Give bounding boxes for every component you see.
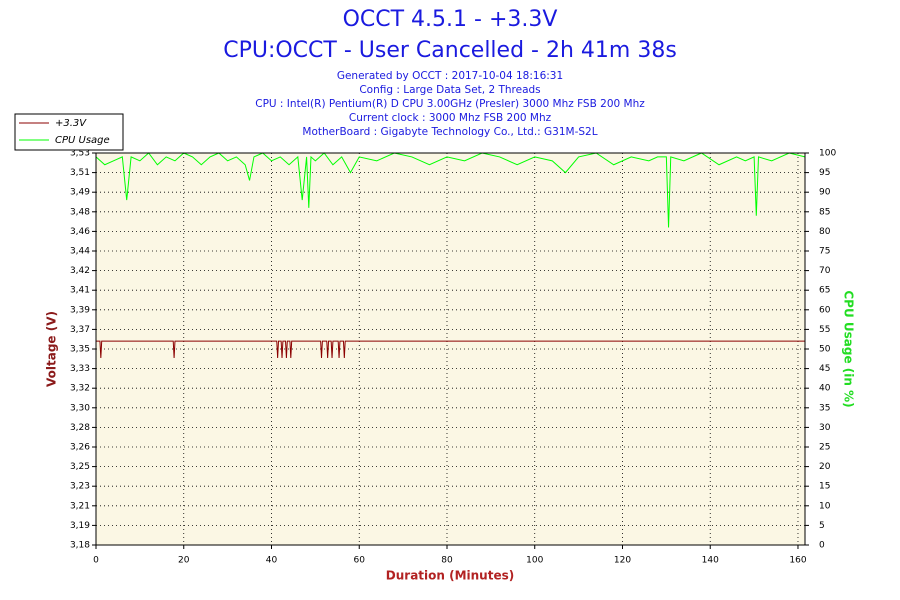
- y2-tick-label: 45: [819, 364, 830, 374]
- y-tick-label: 3,37: [70, 325, 90, 335]
- y2-tick-label: 15: [819, 482, 830, 492]
- x-tick-label: 20: [178, 556, 190, 566]
- y2-tick-label: 100: [819, 149, 836, 159]
- info-line: Config : Large Data Set, 2 Threads: [359, 84, 540, 96]
- x-tick-label: 60: [354, 556, 366, 566]
- y2-tick-label: 40: [819, 384, 831, 394]
- y-tick-label: 3,32: [70, 384, 90, 394]
- y2-tick-label: 35: [819, 403, 830, 413]
- x-tick-label: 160: [789, 556, 806, 566]
- legend-label: +3.3V: [55, 118, 87, 129]
- plot-border: [95, 152, 806, 546]
- y-tick-label: 3,53: [70, 149, 90, 159]
- chart-title: OCCT 4.5.1 - +3.3V: [343, 7, 558, 32]
- y2-tick-label: 10: [819, 501, 831, 511]
- series-line: [96, 340, 805, 358]
- info-line: Current clock : 3000 Mhz FSB 200 Mhz: [349, 112, 552, 124]
- y-tick-label: 3,26: [70, 443, 90, 453]
- x-axis-label: Duration (Minutes): [386, 569, 514, 583]
- y-tick-label: 3,49: [70, 188, 90, 198]
- y2-tick-label: 75: [819, 247, 830, 257]
- x-tick-label: 40: [266, 556, 278, 566]
- series-line: [95, 152, 806, 228]
- y2-tick-label: 30: [819, 423, 831, 433]
- legend-label: CPU Usage: [55, 135, 110, 146]
- legend-box: [14, 113, 124, 151]
- y-tick-label: 3,39: [70, 305, 90, 315]
- y2-tick-label: 95: [819, 168, 830, 178]
- y2-tick-label: 60: [819, 305, 831, 315]
- x-tick-label: 120: [614, 556, 631, 566]
- y-tick-label: 3,33: [70, 364, 90, 374]
- y2-tick-label: 70: [819, 266, 831, 276]
- info-line: CPU : Intel(R) Pentium(R) D CPU 3.00GHz …: [255, 98, 645, 110]
- y-tick-label: 3,21: [70, 501, 90, 511]
- y-tick-label: 3,46: [70, 227, 90, 237]
- y-tick-label: 3,48: [70, 207, 90, 217]
- x-tick-label: 100: [526, 556, 543, 566]
- y-axis-label: Voltage (V): [45, 311, 59, 387]
- y2-tick-label: 20: [819, 462, 831, 472]
- y-tick-label: 3,30: [70, 403, 90, 413]
- x-tick-label: 140: [702, 556, 719, 566]
- y-tick-label: 3,25: [70, 462, 90, 472]
- x-tick-label: 0: [93, 556, 99, 566]
- y2-tick-label: 85: [819, 207, 830, 217]
- y-tick-label: 3,41: [70, 286, 90, 296]
- y2-tick-label: 55: [819, 325, 830, 335]
- y2-tick-label: 65: [819, 286, 830, 296]
- y2-tick-label: 80: [819, 227, 831, 237]
- y-tick-label: 3,35: [70, 345, 90, 355]
- info-line: Generated by OCCT : 2017-10-04 18:16:31: [337, 70, 563, 82]
- y2-tick-label: 90: [819, 188, 831, 198]
- y-tick-label: 3,51: [70, 168, 90, 178]
- y-tick-label: 3,19: [70, 521, 90, 531]
- y2-tick-label: 0: [819, 541, 825, 551]
- y-tick-label: 3,28: [70, 423, 90, 433]
- plot-area: [96, 153, 805, 545]
- chart-subtitle: CPU:OCCT - User Cancelled - 2h 41m 38s: [223, 38, 677, 63]
- y2-tick-label: 50: [819, 345, 831, 355]
- y2-axis-label: CPU Usage (in %): [842, 290, 856, 407]
- y-tick-label: 3,18: [70, 541, 90, 551]
- info-line: MotherBoard : Gigabyte Technology Co., L…: [302, 126, 597, 138]
- y-tick-label: 3,23: [70, 482, 90, 492]
- y2-tick-label: 5: [819, 521, 825, 531]
- y-tick-label: 3,42: [70, 266, 90, 276]
- y-tick-label: 3,44: [70, 247, 90, 257]
- x-tick-label: 80: [441, 556, 453, 566]
- y2-tick-label: 25: [819, 443, 830, 453]
